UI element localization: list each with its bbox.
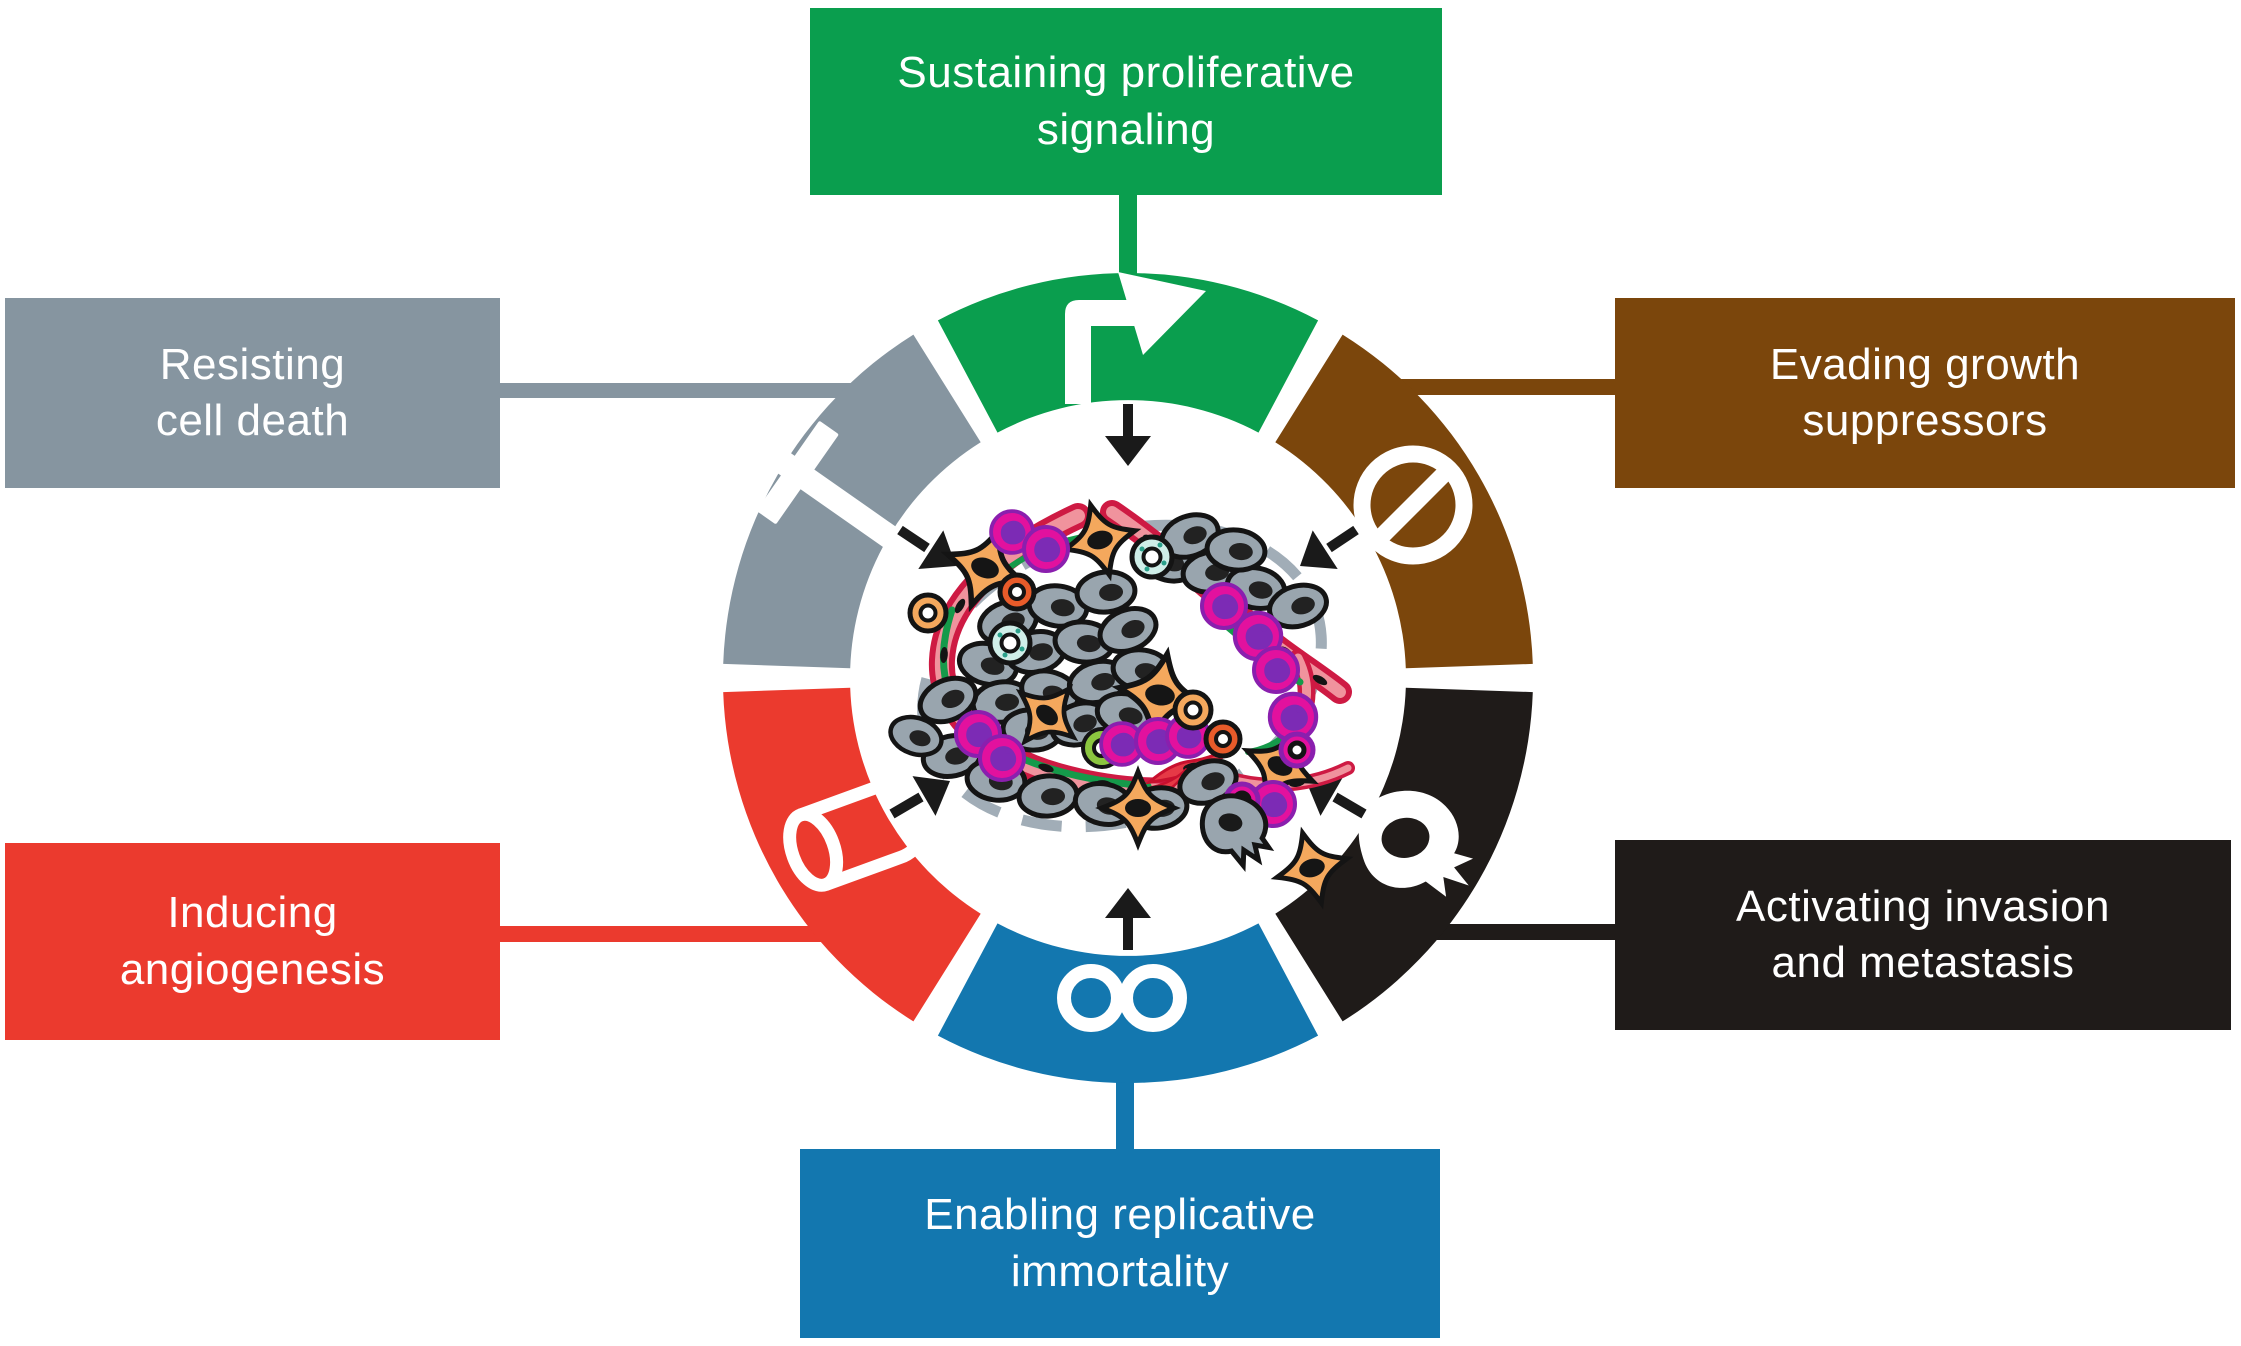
blood-vessel-icon <box>783 778 932 892</box>
label-box-resisting-cell-death: Resisting cell death <box>5 298 500 488</box>
connector-immortality <box>1116 1070 1134 1155</box>
hallmark-label: Enabling replicative immortality <box>924 1190 1316 1296</box>
ring-segment-evading-growth-suppressors <box>1275 334 1533 669</box>
arrow-from-upper-right-icon <box>1300 525 1359 569</box>
label-box-activating-invasion-and-metastasis: Activating invasion and metastasis <box>1615 840 2231 1030</box>
promoter-arrow-icon <box>1065 272 1206 404</box>
arrow-from-upper-left-icon <box>897 525 956 569</box>
hallmark-label: Evading growth suppressors <box>1769 339 2081 445</box>
arrow-from-top-icon <box>1105 404 1151 466</box>
connector-angiogenesis <box>495 926 825 942</box>
connector-lines <box>495 190 1620 1155</box>
ring-segment-inducing-angiogenesis <box>723 687 981 1022</box>
prohibition-sign-icon <box>1353 445 1473 565</box>
hallmark-label: Inducing angiogenesis <box>119 888 386 994</box>
connector-resisting <box>495 383 855 398</box>
connector-sustaining <box>1119 190 1137 295</box>
connector-invasion <box>1430 924 1620 940</box>
arrow-from-lower-left-icon <box>889 776 950 819</box>
arrow-from-bottom-icon <box>1105 888 1151 950</box>
label-box-evading-growth-suppressors: Evading growth suppressors <box>1615 298 2235 488</box>
connector-evading <box>1400 379 1620 395</box>
cross-icon <box>757 421 916 560</box>
ring-segment-sustaining-proliferative-signaling <box>937 273 1319 433</box>
hallmark-label: Sustaining proliferative signaling <box>897 48 1355 154</box>
hallmark-label: Resisting cell death <box>155 339 350 445</box>
label-box-inducing-angiogenesis: Inducing angiogenesis <box>5 843 500 1040</box>
invading-cell-icon <box>1358 790 1474 897</box>
infinity-icon <box>1057 964 1187 1032</box>
tumor-microenvironment-illustration <box>882 474 1363 912</box>
hallmark-label: Activating invasion and metastasis <box>1736 881 2110 987</box>
label-box-enabling-replicative-immortality: Enabling replicative immortality <box>800 1149 1440 1338</box>
label-box-sustaining-proliferative-signaling: Sustaining proliferative signaling <box>810 8 1442 195</box>
inward-arrows <box>889 404 1367 950</box>
